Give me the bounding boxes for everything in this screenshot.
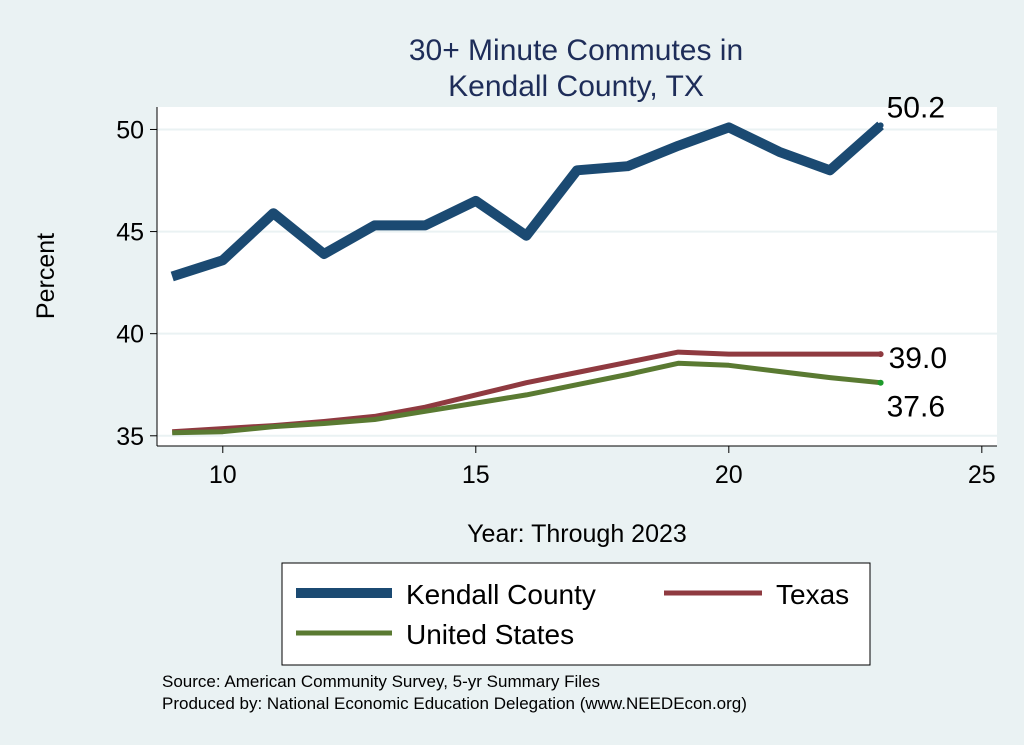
y-tick-label: 45 — [116, 219, 144, 247]
legend-box — [281, 562, 871, 666]
chart-title-line-1: 30+ Minute Commutes in — [409, 34, 743, 67]
y-tick-label: 40 — [116, 321, 144, 349]
series-end-point-3 — [877, 379, 884, 386]
y-tick-label: 35 — [116, 423, 144, 451]
y-ticks: 35 40 45 50 — [116, 116, 157, 451]
x-tick-label: 10 — [209, 461, 237, 489]
plot-area — [157, 107, 997, 446]
source-note: Source: American Community Survey, 5-yr … — [162, 672, 600, 691]
series-line-1 — [170, 121, 884, 282]
legend-label-1: Kendall County — [406, 579, 596, 610]
x-ticks: 10 15 20 25 — [209, 446, 996, 489]
x-tick-label: 25 — [968, 461, 996, 489]
series-end-point-1 — [877, 122, 884, 129]
x-axis-label: Year: Through 2023 — [467, 520, 687, 548]
y-tick-label: 50 — [116, 116, 144, 144]
legend-label-2: Texas — [776, 579, 849, 610]
x-tick-label: 20 — [715, 461, 743, 489]
end-label-2: 39.0 — [889, 342, 947, 375]
y-axis-label: Percent — [32, 233, 60, 319]
end-labels: 50.2 39.0 37.6 — [887, 91, 947, 423]
producer-note: Produced by: National Economic Education… — [162, 694, 747, 713]
series-end-point-2 — [877, 351, 884, 358]
x-tick-label: 15 — [462, 461, 490, 489]
legend-label-3: United States — [406, 619, 574, 650]
chart-title-line-2: Kendall County, TX — [448, 70, 704, 103]
end-label-1: 50.2 — [887, 91, 945, 124]
series-lines — [170, 121, 884, 436]
series-line-3 — [172, 360, 881, 436]
end-label-3: 37.6 — [887, 391, 945, 424]
legend: Kendall County Texas United States — [296, 579, 849, 650]
